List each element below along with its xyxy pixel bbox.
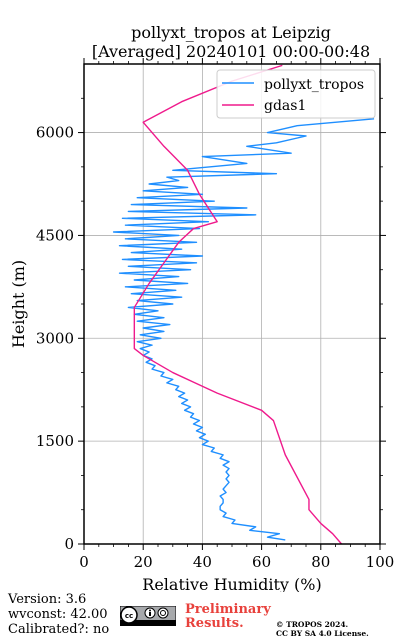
series-line-gdas1 — [133, 64, 343, 544]
y-tick-label: 1500 — [36, 432, 74, 450]
axis-ticks — [78, 58, 386, 550]
legend-label-pollyxt: pollyxt_tropos — [264, 77, 364, 93]
svg-text:cc: cc — [125, 612, 133, 620]
chart: pollyxt_tropos at Leipzig [Averaged] 202… — [9, 23, 394, 592]
footer-metadata: Version: 3.6 wvconst: 42.00 Calibrated?:… — [8, 592, 109, 637]
copyright-notice: © TROPOS 2024. CC BY SA 4.0 License. — [276, 620, 369, 638]
y-axis-label: Height (m) — [9, 260, 28, 348]
version-text: Version: 3.6 — [8, 592, 87, 607]
x-tick-label: 0 — [79, 553, 89, 571]
plot-frame — [83, 63, 381, 545]
legend-box — [216, 69, 376, 119]
y-tick-label: 3000 — [36, 329, 74, 347]
y-tick-label: 4500 — [36, 226, 74, 244]
x-tick-label: 80 — [311, 553, 330, 571]
legend-label-gdas1: gdas1 — [264, 98, 306, 114]
x-tick-labels: 0 20 40 60 80 100 — [79, 553, 394, 571]
y-tick-label: 6000 — [36, 124, 74, 142]
x-tick-label: 100 — [366, 553, 395, 571]
preliminary-line-2: Results. — [185, 616, 244, 631]
x-axis-label: Relative Humidity (%) — [142, 575, 321, 592]
wvconst-text: wvconst: 42.00 — [8, 607, 108, 622]
y-tick-label: 0 — [64, 535, 74, 553]
x-tick-label: 40 — [193, 553, 212, 571]
chart-subtitle: [Averaged] 20240101 00:00-00:48 — [92, 42, 370, 61]
preliminary-results-notice: Preliminary Results. — [185, 603, 271, 631]
copyright-line-1: © TROPOS 2024. — [276, 620, 349, 629]
calibrated-text: Calibrated?: no — [8, 622, 110, 637]
copyright-line-2: CC BY SA 4.0 License. — [276, 629, 369, 638]
x-tick-label: 60 — [252, 553, 271, 571]
grid — [84, 64, 380, 544]
preliminary-line-1: Preliminary — [185, 602, 271, 617]
legend: pollyxt_tropos gdas1 — [216, 69, 376, 119]
chart-title: pollyxt_tropos at Leipzig — [131, 23, 331, 42]
series-line-pollyxt-tropos — [112, 118, 375, 541]
x-tick-label: 20 — [134, 553, 153, 571]
y-tick-labels: 0 1500 3000 4500 6000 — [36, 124, 74, 553]
plot-area — [112, 64, 375, 544]
cc-by-sa-logo: cc — [120, 606, 176, 626]
